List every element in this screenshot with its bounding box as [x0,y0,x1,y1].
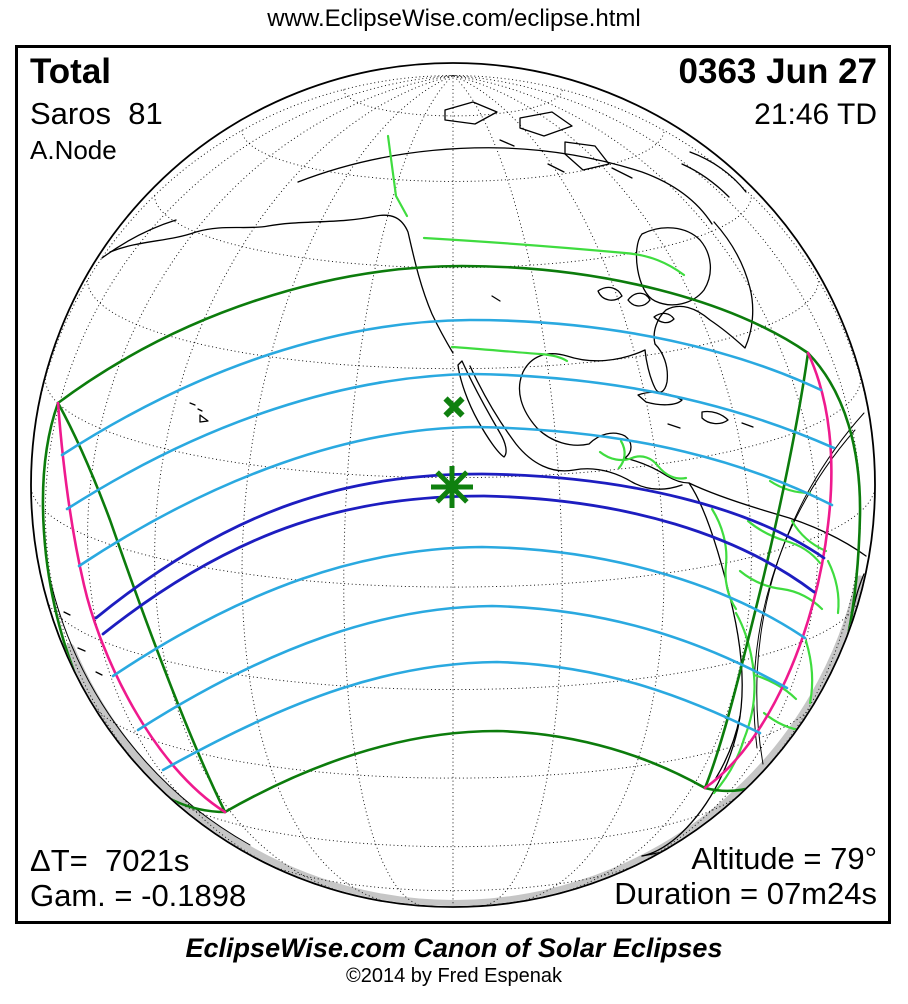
eclipse-date-label: 0363 Jun 27 [678,52,877,91]
umbral-path-limits [94,472,826,636]
footer-copyright: ©2014 by Fred Espenak [346,965,562,987]
gamma-label: Gam. = -0.1898 [30,878,247,913]
sunrise-sunset-max-curves [56,351,833,814]
eclipse-type-label: Total [30,52,112,91]
footer-title: EclipseWise.com Canon of Solar Eclipses [185,933,723,963]
duration-label: Duration = 07m24s [614,876,877,911]
greatest-eclipse-marker [431,466,473,508]
magnitude-lines [60,318,836,772]
altitude-label: Altitude = 79° [691,841,877,876]
eclipse-time-label: 21:46 TD [754,98,877,131]
subsolar-point-marker [443,396,465,418]
country-borders [386,134,840,864]
node-label: A.Node [30,135,117,165]
delta-t-label: ΔT= 7021s [30,843,190,878]
header-url[interactable]: www.EclipseWise.com/eclipse.html [267,5,641,32]
saros-label: Saros 81 [30,96,163,131]
